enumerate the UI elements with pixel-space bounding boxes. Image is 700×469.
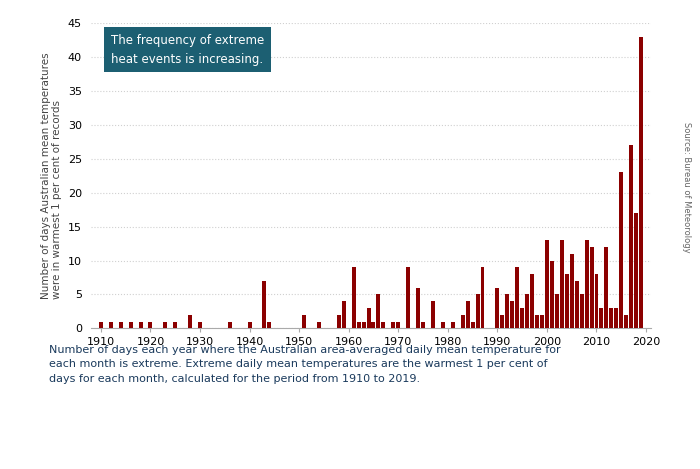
Bar [396,322,400,328]
Bar [540,315,544,328]
Bar [262,281,267,328]
Bar [555,295,559,328]
Bar [267,322,272,328]
Bar [589,247,594,328]
Bar [580,295,584,328]
Bar [496,287,499,328]
Bar [475,295,480,328]
Bar [351,267,356,328]
Bar [584,240,589,328]
Bar [451,322,455,328]
Bar [302,315,306,328]
Bar [108,322,113,328]
Bar [620,173,623,328]
Bar [480,267,484,328]
Bar [570,254,574,328]
Bar [510,301,514,328]
Bar [466,301,470,328]
Bar [129,322,132,328]
Bar [119,322,122,328]
Bar [604,247,608,328]
Bar [575,281,579,328]
Bar [391,322,395,328]
Bar [362,322,365,328]
Bar [441,322,444,328]
Bar [406,267,410,328]
Bar [515,267,519,328]
Bar [99,322,103,328]
Bar [565,274,568,328]
Bar [148,322,153,328]
Bar [248,322,251,328]
Bar [530,274,534,328]
Bar [163,322,167,328]
Bar [525,295,529,328]
Bar [629,145,634,328]
Text: The frequency of extreme
heat events is increasing.: The frequency of extreme heat events is … [111,34,264,66]
Bar [461,315,465,328]
Bar [599,308,603,328]
Bar [535,315,539,328]
Y-axis label: Number of days Australian mean temperatures
were in warmest 1 per cent of record: Number of days Australian mean temperatu… [41,53,62,299]
Bar [139,322,143,328]
Bar [317,322,321,328]
Bar [228,322,232,328]
Bar [500,315,504,328]
Bar [615,308,618,328]
Bar [470,322,475,328]
Bar [356,322,360,328]
Bar [342,301,346,328]
Bar [520,308,524,328]
Bar [594,274,598,328]
Bar [610,308,613,328]
Bar [505,295,510,328]
Bar [337,315,341,328]
Bar [560,240,564,328]
Bar [382,322,386,328]
Bar [431,301,435,328]
Bar [188,315,192,328]
Bar [545,240,549,328]
Bar [377,295,380,328]
Text: Number of days each year where the Australian area-averaged daily mean temperatu: Number of days each year where the Austr… [49,345,561,384]
Bar [421,322,425,328]
Text: Source: Bureau of Meteorology: Source: Bureau of Meteorology [682,122,692,253]
Bar [367,308,370,328]
Bar [174,322,177,328]
Bar [372,322,375,328]
Bar [624,315,628,328]
Bar [198,322,202,328]
Bar [634,213,638,328]
Bar [416,287,420,328]
Bar [550,261,554,328]
Bar [639,37,643,328]
